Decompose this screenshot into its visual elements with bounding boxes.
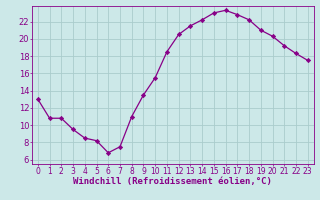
X-axis label: Windchill (Refroidissement éolien,°C): Windchill (Refroidissement éolien,°C)	[73, 177, 272, 186]
